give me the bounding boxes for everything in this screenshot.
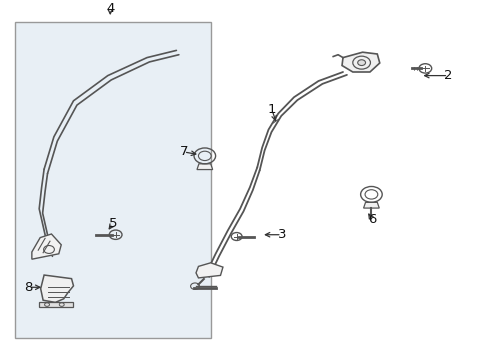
Polygon shape (197, 164, 213, 170)
Polygon shape (342, 52, 380, 72)
Text: 4: 4 (106, 3, 115, 15)
Text: 1: 1 (268, 103, 276, 116)
Text: 2: 2 (444, 69, 453, 82)
Text: 7: 7 (179, 145, 188, 158)
Text: 6: 6 (368, 213, 377, 226)
Polygon shape (196, 263, 223, 278)
Bar (39, 302, 73, 307)
Circle shape (358, 60, 366, 66)
Text: 3: 3 (277, 228, 286, 241)
FancyBboxPatch shape (15, 22, 211, 338)
Text: 8: 8 (24, 281, 33, 294)
Polygon shape (364, 202, 379, 208)
Polygon shape (32, 234, 61, 259)
Text: 5: 5 (108, 217, 117, 230)
Polygon shape (41, 275, 74, 302)
